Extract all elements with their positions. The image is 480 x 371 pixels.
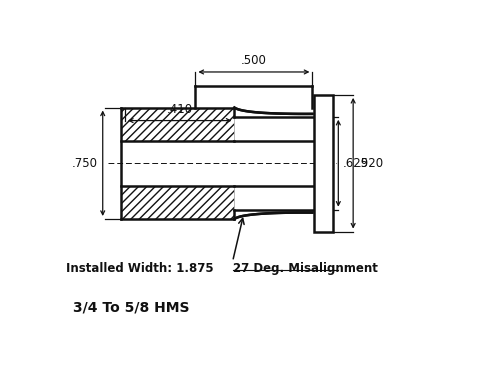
Polygon shape [314, 95, 333, 232]
Polygon shape [121, 108, 234, 141]
Polygon shape [121, 186, 234, 219]
Text: .750: .750 [72, 157, 98, 170]
Text: .920: .920 [358, 157, 384, 170]
Text: Installed Width: 1.875: Installed Width: 1.875 [66, 262, 213, 275]
Text: .500: .500 [241, 54, 267, 67]
Text: 3/4 To 5/8 HMS: 3/4 To 5/8 HMS [73, 301, 190, 315]
Polygon shape [234, 186, 322, 210]
Polygon shape [234, 117, 322, 141]
Polygon shape [195, 86, 312, 108]
Text: 27 Deg. Misalignment: 27 Deg. Misalignment [233, 262, 377, 275]
Text: .625: .625 [343, 157, 369, 170]
Text: .410: .410 [167, 103, 193, 116]
Polygon shape [121, 141, 322, 186]
Polygon shape [234, 108, 322, 219]
